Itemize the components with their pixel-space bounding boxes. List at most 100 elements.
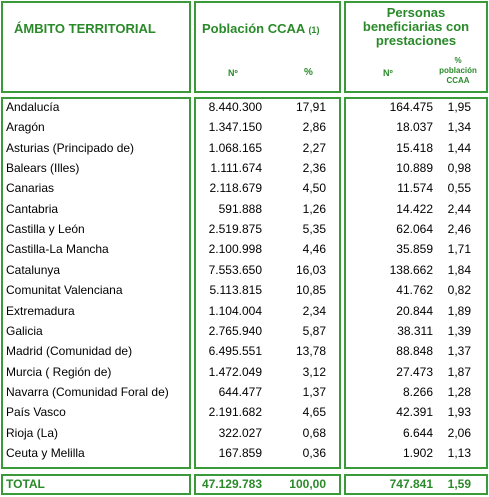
population-pct: 2,34 <box>302 303 326 318</box>
beneficiaries-pct: 1,13 <box>447 445 471 460</box>
beneficiaries-pct: 0,82 <box>447 283 471 298</box>
population-pct: 2,86 <box>302 120 326 135</box>
beneficiaries-pct: 1,28 <box>447 384 471 399</box>
population-pct: 4,65 <box>302 405 326 420</box>
population-n: 591.888 <box>218 201 262 216</box>
beneficiaries-n: 747.841 <box>389 477 433 491</box>
beneficiaries-n: 35.859 <box>396 242 433 257</box>
region: Catalunya <box>6 262 61 277</box>
body-box <box>194 97 341 469</box>
region: Rioja (La) <box>6 425 59 440</box>
body-box <box>1 97 191 469</box>
beneficiaries-pct: 1,95 <box>447 100 471 114</box>
header-box <box>1 1 191 93</box>
header-beneficiaries: Personas beneficiarias con prestaciones <box>362 5 470 48</box>
population-pct: 2,27 <box>302 140 326 155</box>
header-beneficiaries-n: Nº <box>383 68 393 78</box>
population-pct: 0,36 <box>302 445 326 460</box>
header-population: Población CCAA (1) <box>202 22 319 37</box>
population-pct: 5,35 <box>302 222 326 237</box>
region: Galicia <box>6 323 43 338</box>
beneficiaries-n: 15.418 <box>396 140 433 155</box>
population-n: 2.519.875 <box>208 222 262 237</box>
beneficiaries-n: 42.391 <box>396 405 433 420</box>
population-n: 1.104.004 <box>208 303 262 318</box>
beneficiaries-n: 38.311 <box>397 323 433 338</box>
beneficiaries-n: 18.037 <box>396 120 433 135</box>
region: Castilla y León <box>6 222 85 237</box>
beneficiaries-n: 27.473 <box>396 364 433 379</box>
header-beneficiaries-pct: % población CCAA <box>439 56 477 85</box>
population-pct: 17,91 <box>295 100 326 114</box>
population-pct: 16,03 <box>295 262 326 277</box>
population-pct: 4,46 <box>302 242 326 257</box>
population-pct: 5,87 <box>302 323 326 338</box>
region: TOTAL <box>6 477 45 491</box>
beneficiaries-pct: 1,87 <box>447 364 471 379</box>
population-n: 644.477 <box>218 384 262 399</box>
beneficiaries-n: 11.574 <box>397 181 433 196</box>
region: Cantabria <box>6 201 59 216</box>
population-pct: 1,26 <box>302 201 326 216</box>
population-n: 167.859 <box>218 445 262 460</box>
population-pct: 1,37 <box>302 384 326 399</box>
beneficiaries-pct: 1,93 <box>447 405 471 420</box>
beneficiaries-n: 138.662 <box>389 262 433 277</box>
region: País Vasco <box>6 405 66 420</box>
beneficiaries-pct: 1,89 <box>447 303 471 318</box>
beneficiaries-pct: 1,39 <box>447 323 471 338</box>
beneficiaries-n: 164.475 <box>389 100 433 114</box>
region: Murcia ( Región de) <box>6 364 112 379</box>
population-pct: 13,78 <box>295 344 326 359</box>
region: Asturias (Principado de) <box>6 140 135 155</box>
header-population-title: Población CCAA <box>202 21 305 36</box>
population-pct: 4,50 <box>302 181 326 196</box>
beneficiaries-n: 88.848 <box>396 344 433 359</box>
population-n: 1.068.165 <box>208 140 262 155</box>
beneficiaries-pct: 2,46 <box>447 222 471 237</box>
total-box <box>344 474 488 495</box>
population-n: 6.495.551 <box>208 344 262 359</box>
region: Castilla-La Mancha <box>6 242 109 257</box>
population-n: 2.118.679 <box>209 181 263 196</box>
beneficiaries-pct: 1,44 <box>447 140 471 155</box>
population-pct: 0,68 <box>302 425 326 440</box>
body-box <box>344 97 488 469</box>
region: Extremadura <box>6 303 75 318</box>
beneficiaries-n: 20.844 <box>396 303 433 318</box>
beneficiaries-pct: 1,37 <box>447 344 471 359</box>
region: Ceuta y Melilla <box>6 445 85 460</box>
header-population-n: Nº <box>228 68 238 78</box>
population-n: 7.553.650 <box>208 262 262 277</box>
population-n: 8.440.300 <box>208 100 262 114</box>
population-n: 5.113.815 <box>209 283 263 298</box>
population-n: 1.472.049 <box>208 364 262 379</box>
beneficiaries-n: 62.064 <box>396 222 433 237</box>
population-n: 322.027 <box>218 425 262 440</box>
population-n: 1.111.674 <box>210 161 262 176</box>
population-n: 2.765.940 <box>208 323 262 338</box>
population-n: 2.191.682 <box>208 405 262 420</box>
population-pct: 10,85 <box>295 283 326 298</box>
total-box <box>1 474 191 495</box>
population-n: 1.347.150 <box>208 120 262 135</box>
region: Aragón <box>6 120 45 135</box>
header-population-note: (1) <box>308 25 320 35</box>
population-n: 2.100.998 <box>208 242 262 257</box>
beneficiaries-n: 8.266 <box>402 384 433 399</box>
beneficiaries-pct: 0,55 <box>447 181 471 196</box>
beneficiaries-pct: 1,34 <box>447 120 471 135</box>
population-pct: 2,36 <box>302 161 326 176</box>
header-territory: ÁMBITO TERRITORIAL <box>14 21 156 36</box>
population-n: 47.129.783 <box>201 477 262 491</box>
region: Navarra (Comunidad Foral de) <box>6 384 169 399</box>
header-box <box>344 1 488 93</box>
beneficiaries-pct: 0,98 <box>447 161 471 176</box>
region: Comunitat Valenciana <box>6 283 123 298</box>
beneficiaries-pct: 2,06 <box>447 425 471 440</box>
region: Canarias <box>6 181 55 196</box>
region: Andalucía <box>6 100 60 114</box>
header-box <box>194 1 341 93</box>
header-population-pct: % <box>304 67 313 78</box>
